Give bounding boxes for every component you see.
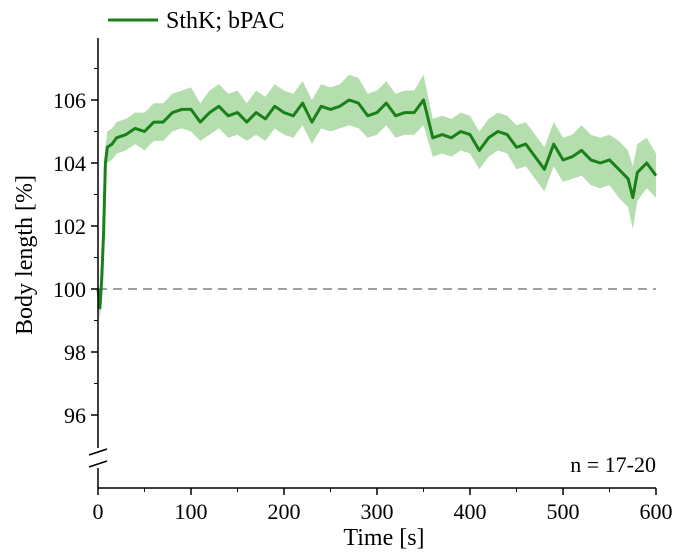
x-tick-label-100: 100 bbox=[175, 499, 208, 524]
x-ticks: 0 100 200 300 400 500 600 bbox=[93, 488, 673, 524]
x-tick-label-500: 500 bbox=[547, 499, 580, 524]
error-band-layer bbox=[98, 74, 656, 321]
y-tick-label-96: 96 bbox=[64, 403, 86, 428]
x-tick-label-600: 600 bbox=[640, 499, 673, 524]
legend: SthK; bPAC bbox=[108, 8, 285, 34]
y-axis-title: Body length [%] bbox=[12, 175, 38, 335]
x-tick-label-400: 400 bbox=[454, 499, 487, 524]
sample-size-annotation: n = 17-20 bbox=[570, 452, 656, 477]
y-ticks: 96 98 100 102 104 106 bbox=[53, 68, 98, 428]
data-line-series-0 bbox=[96, 98, 658, 310]
y-tick-label-104: 104 bbox=[53, 151, 86, 176]
y-tick-label-98: 98 bbox=[64, 340, 86, 365]
x-tick-label-300: 300 bbox=[361, 499, 394, 524]
x-tick-label-200: 200 bbox=[268, 499, 301, 524]
error-band-series-0 bbox=[98, 74, 656, 321]
legend-label-sthk-bpac: SthK; bPAC bbox=[166, 8, 285, 34]
x-tick-label-0: 0 bbox=[93, 499, 104, 524]
y-tick-label-100: 100 bbox=[53, 277, 86, 302]
y-tick-label-106: 106 bbox=[53, 88, 86, 113]
y-tick-label-102: 102 bbox=[53, 214, 86, 239]
data-line-layer bbox=[96, 98, 658, 310]
y-axis-break-marker bbox=[88, 448, 108, 468]
x-axis-title: Time [s] bbox=[343, 525, 424, 551]
